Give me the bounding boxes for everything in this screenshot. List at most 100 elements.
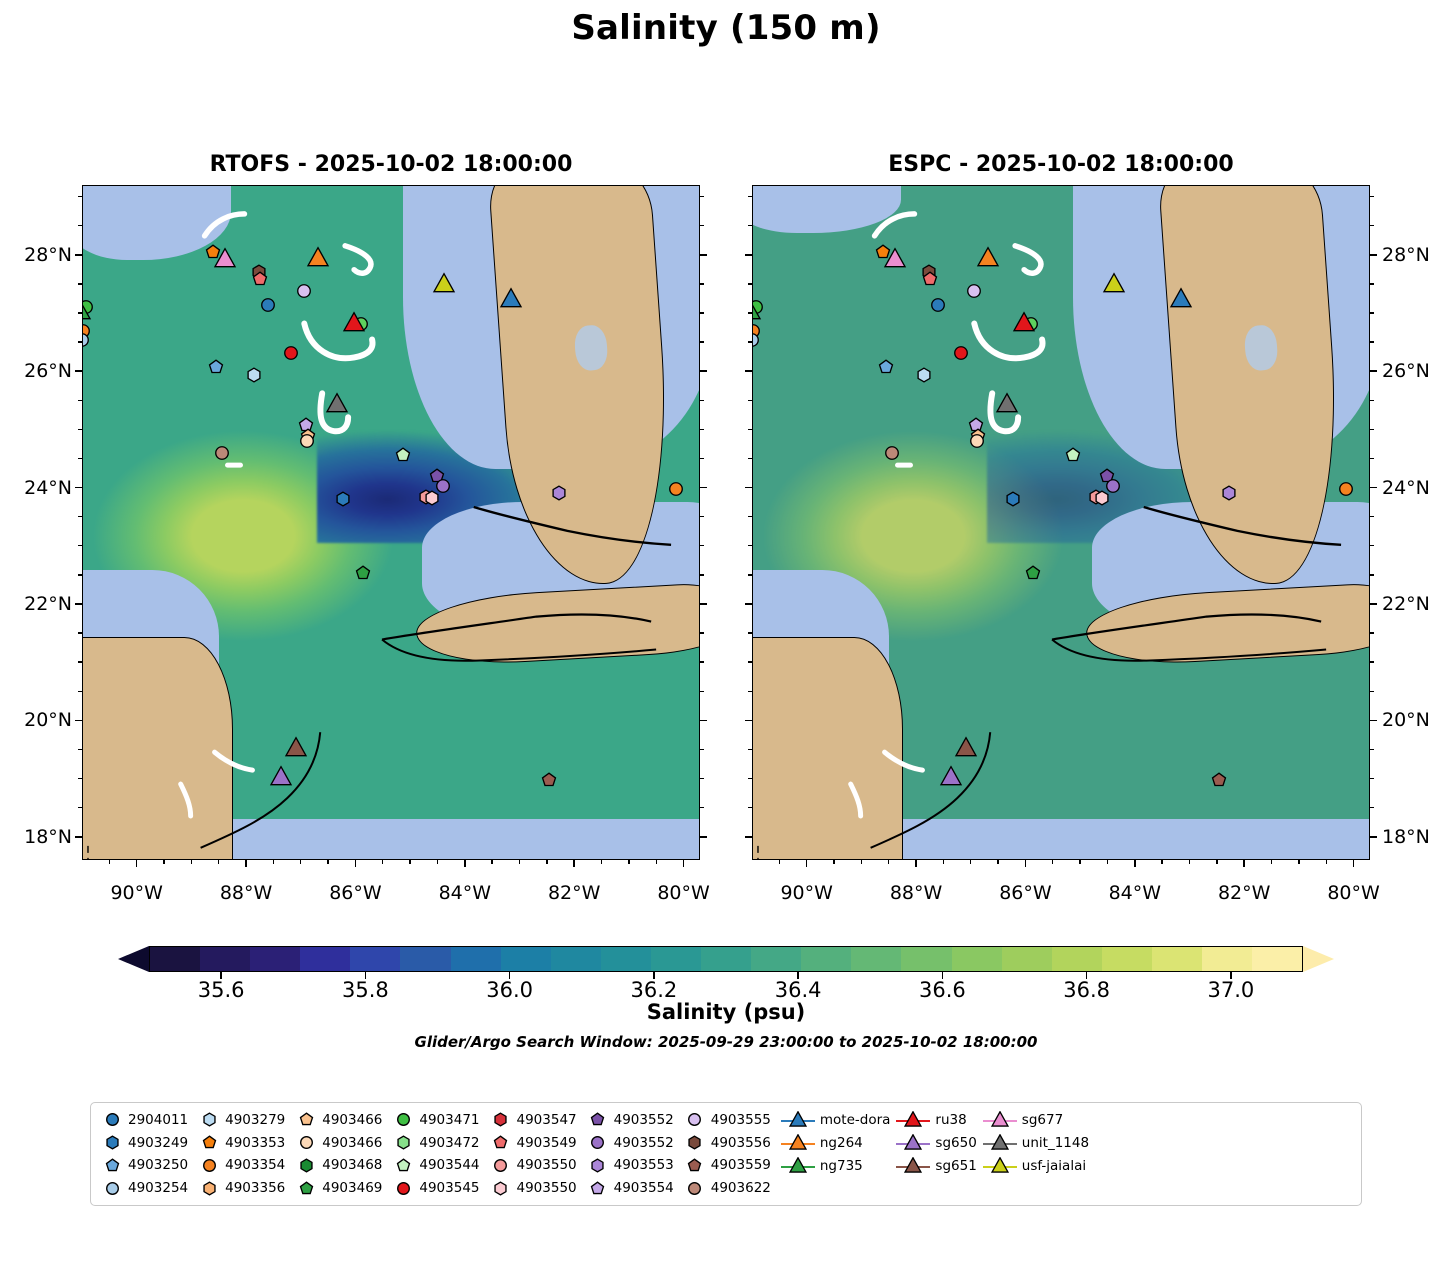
glider-marker-unit_1148[interactable]: [996, 392, 1019, 415]
legend-item-4903622[interactable]: 4903622: [684, 1178, 771, 1198]
legend-item-4903354[interactable]: 4903354: [198, 1156, 285, 1176]
legend-item-ng264[interactable]: ng264: [780, 1133, 891, 1153]
legend-item-4903547[interactable]: 4903547: [490, 1110, 577, 1130]
legend-item-4903471[interactable]: 4903471: [392, 1110, 480, 1130]
profile-marker-4903279[interactable]: [916, 367, 932, 383]
legend-item-unit_1148[interactable]: unit_1148: [982, 1133, 1089, 1153]
profile-marker-4903552[interactable]: [435, 478, 451, 494]
glider-marker-mote-dora[interactable]: [1169, 287, 1192, 310]
glider-marker-usf-jaialai[interactable]: [1102, 272, 1126, 295]
legend-item-4903469[interactable]: 4903469: [295, 1178, 382, 1198]
legend-item-4903250[interactable]: 4903250: [101, 1156, 188, 1176]
profile-marker-4903249[interactable]: [1005, 491, 1021, 507]
legend-item-usf-jaialai[interactable]: usf-jaialai: [982, 1156, 1089, 1176]
profile-marker-4903354[interactable]: [1338, 481, 1354, 497]
profile-marker-4903552[interactable]: [1099, 468, 1115, 484]
legend-item-4903550[interactable]: 4903550: [490, 1178, 577, 1198]
profile-marker-4903555[interactable]: [966, 283, 982, 299]
legend-item-4903466[interactable]: 4903466: [295, 1110, 382, 1130]
profile-marker-4903254[interactable]: [753, 332, 760, 348]
map-canvas-rtofs[interactable]: [82, 185, 700, 860]
legend-item-4903353[interactable]: 4903353: [198, 1133, 285, 1153]
profile-marker-4903622[interactable]: [884, 445, 900, 461]
map-canvas-espc[interactable]: [752, 185, 1370, 860]
profile-marker-4903466[interactable]: [299, 433, 315, 449]
legend-item-4903254[interactable]: 4903254: [101, 1178, 188, 1198]
glider-marker-sg650[interactable]: [939, 764, 963, 788]
legend-item-4903279[interactable]: 4903279: [198, 1110, 285, 1130]
profile-marker-4903250[interactable]: [878, 359, 894, 375]
profile-marker-4903559[interactable]: [541, 771, 557, 788]
profile-marker-4903469[interactable]: [355, 565, 371, 581]
legend-item-4903553[interactable]: 4903553: [587, 1156, 674, 1176]
legend-item-4903544[interactable]: 4903544: [392, 1156, 480, 1176]
profile-marker-4903545[interactable]: [283, 345, 299, 361]
glider-marker-sg651[interactable]: [955, 735, 978, 759]
profile-marker-4903622[interactable]: [214, 445, 230, 461]
legend-item-sg651[interactable]: sg651: [896, 1156, 977, 1176]
legend-item-4903559[interactable]: 4903559: [684, 1156, 771, 1176]
legend-item-4903472[interactable]: 4903472: [392, 1133, 480, 1153]
profile-marker-4903552[interactable]: [1105, 478, 1121, 494]
profile-marker-2904011[interactable]: [260, 297, 276, 313]
profile-marker-4903544[interactable]: [395, 447, 411, 463]
profile-marker-4903250[interactable]: [208, 359, 224, 375]
glider-marker-sg677[interactable]: [884, 247, 907, 270]
profile-marker-4903553[interactable]: [551, 485, 567, 501]
profile-marker-4903466[interactable]: [969, 433, 985, 449]
glider-marker-ng264[interactable]: [307, 246, 330, 269]
profile-marker-4903354[interactable]: [668, 481, 684, 497]
legend-item-4903356[interactable]: 4903356: [198, 1178, 285, 1198]
glider-marker-sg651[interactable]: [285, 735, 308, 759]
x-tick-minor: [436, 860, 439, 864]
profile-marker-4903554[interactable]: [968, 416, 984, 433]
glider-marker-usf-jaialai[interactable]: [432, 272, 456, 295]
profile-marker-4903549[interactable]: [252, 271, 268, 287]
legend-item-2904011[interactable]: 2904011: [101, 1110, 188, 1130]
glider-marker-ng735[interactable]: [753, 300, 762, 322]
legend-item-ru38[interactable]: ru38: [896, 1110, 976, 1130]
glider-marker-sg677[interactable]: [214, 247, 237, 270]
profile-marker-4903544[interactable]: [1065, 447, 1081, 463]
profile-marker-4903545[interactable]: [953, 345, 969, 361]
glider-marker-ng264[interactable]: [977, 246, 1000, 269]
glider-marker-ng735[interactable]: [83, 300, 92, 322]
profile-marker-4903550[interactable]: [424, 490, 440, 507]
profile-marker-4903555[interactable]: [296, 283, 312, 299]
profile-marker-4903550[interactable]: [1094, 490, 1110, 507]
legend-item-sg677[interactable]: sg677: [982, 1110, 1089, 1130]
profile-marker-4903353[interactable]: [205, 244, 221, 260]
legend-item-4903549[interactable]: 4903549: [490, 1133, 577, 1153]
profile-marker-2904011[interactable]: [930, 297, 946, 313]
legend-item-4903249[interactable]: 4903249: [101, 1133, 188, 1153]
colorbar-segment: [500, 947, 551, 971]
profile-marker-4903279[interactable]: [246, 367, 262, 383]
glider-marker-mote-dora[interactable]: [499, 287, 522, 310]
y-tick: [700, 603, 707, 605]
profile-marker-4903553[interactable]: [1221, 485, 1237, 501]
legend-item-4903556[interactable]: 4903556: [684, 1133, 771, 1153]
legend-item-sg650[interactable]: sg650: [896, 1133, 977, 1153]
glider-marker-ru38[interactable]: [342, 311, 365, 334]
profile-marker-4903559[interactable]: [1211, 771, 1227, 788]
legend-item-4903552[interactable]: 4903552: [587, 1110, 674, 1130]
legend-item-4903555[interactable]: 4903555: [684, 1110, 771, 1130]
glider-marker-ru38[interactable]: [1012, 311, 1035, 334]
legend-item-ng735[interactable]: ng735: [780, 1156, 891, 1176]
legend-item-mote-dora[interactable]: mote-dora: [780, 1110, 890, 1130]
legend-item-4903545[interactable]: 4903545: [392, 1178, 480, 1198]
legend-item-4903468[interactable]: 4903468: [295, 1156, 382, 1176]
legend-item-4903552[interactable]: 4903552: [587, 1133, 674, 1153]
legend-item-4903550[interactable]: 4903550: [490, 1156, 577, 1176]
profile-marker-4903469[interactable]: [1025, 565, 1041, 581]
profile-marker-4903254[interactable]: [83, 332, 90, 348]
profile-marker-4903549[interactable]: [922, 271, 938, 287]
legend-item-4903466[interactable]: 4903466: [295, 1133, 382, 1153]
profile-marker-4903353[interactable]: [875, 244, 891, 260]
glider-marker-sg650[interactable]: [269, 764, 293, 788]
glider-marker-unit_1148[interactable]: [326, 392, 349, 415]
profile-marker-4903554[interactable]: [298, 416, 314, 433]
profile-marker-4903552[interactable]: [429, 468, 445, 484]
profile-marker-4903249[interactable]: [335, 491, 351, 507]
legend-item-4903554[interactable]: 4903554: [587, 1178, 674, 1198]
